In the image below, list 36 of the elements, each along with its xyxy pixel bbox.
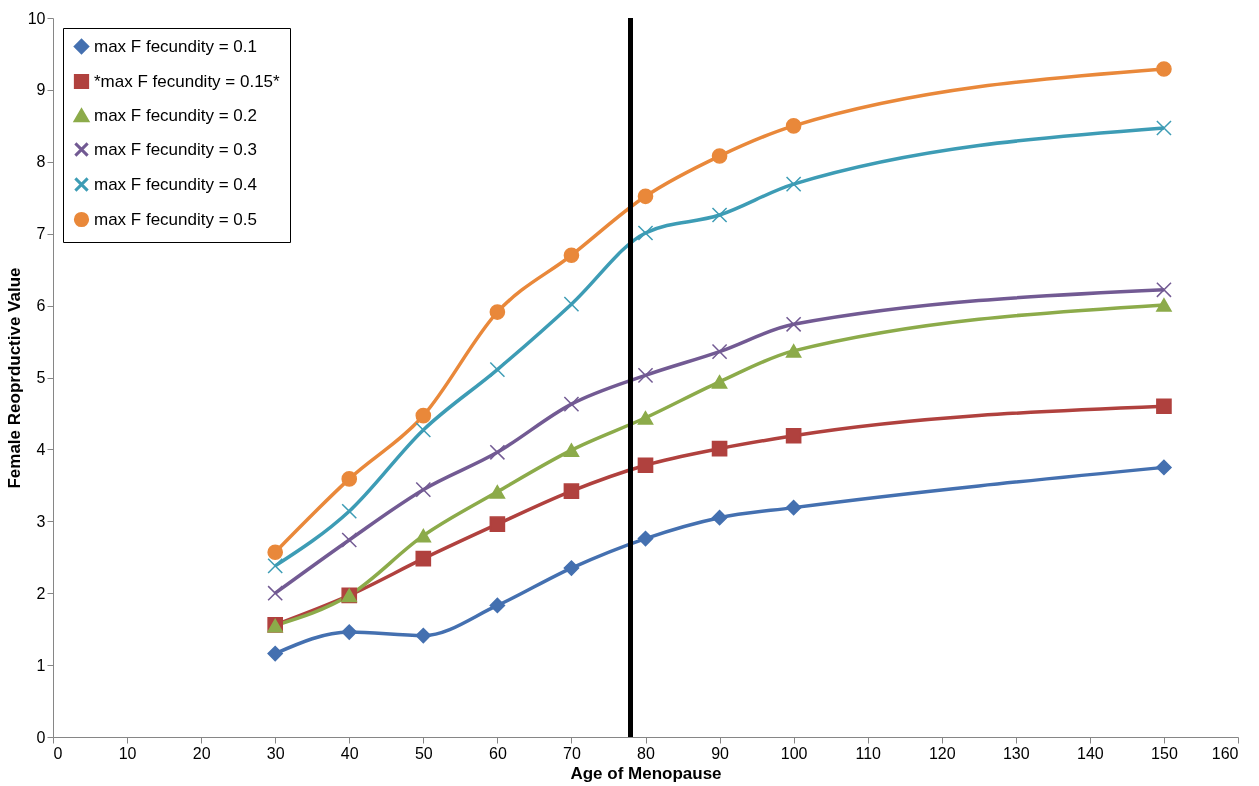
x-tick-label: 140 (1077, 744, 1104, 762)
x-tick-label: 100 (780, 744, 808, 762)
legend-label: max F fecundity = 0.1 (94, 36, 257, 56)
x-tick-label: 90 (711, 744, 730, 762)
x-tick-label: 20 (192, 744, 211, 762)
x-tick-label: 110 (855, 744, 882, 762)
y-tick-label: 2 (36, 584, 46, 602)
x-tick-label: 60 (488, 744, 507, 762)
legend-label: max F fecundity = 0.2 (94, 105, 257, 125)
x-tick-label: 150 (1151, 744, 1178, 762)
y-tick-label: 5 (36, 369, 46, 386)
y-tick-label: 4 (36, 440, 46, 458)
x-axis-title: Age of Menopause (570, 763, 722, 783)
x-tick-label: 30 (266, 744, 285, 762)
x-tick-label: 120 (928, 744, 956, 762)
y-tick-label: 9 (36, 81, 46, 99)
x-tick-label: 70 (563, 744, 581, 762)
y-tick-label: 8 (36, 153, 46, 171)
x-tick-label: 130 (1002, 744, 1030, 762)
x-tick-label: 160 (1211, 744, 1239, 762)
y-axis-title: Female Reoprductive Value (4, 267, 24, 489)
y-tick-label: 3 (36, 512, 46, 530)
legend-label: max F fecundity = 0.4 (94, 174, 257, 194)
legend-label: max F fecundity = 0.5 (94, 209, 257, 229)
y-tick-label: 10 (27, 9, 46, 27)
legend-label: *max F fecundity = 0.15* (94, 71, 281, 91)
x-tick-label: 80 (637, 744, 655, 762)
x-tick-label: 50 (414, 744, 433, 762)
x-tick-label: 40 (340, 744, 359, 762)
x-tick-label: 0 (53, 744, 63, 762)
legend-label: max F fecundity = 0.3 (94, 139, 257, 159)
y-tick-label: 6 (36, 297, 46, 315)
y-tick-label: 0 (36, 728, 46, 746)
x-tick-label: 10 (118, 744, 137, 762)
y-tick-label: 7 (36, 225, 46, 243)
y-tick-label: 1 (36, 656, 46, 674)
